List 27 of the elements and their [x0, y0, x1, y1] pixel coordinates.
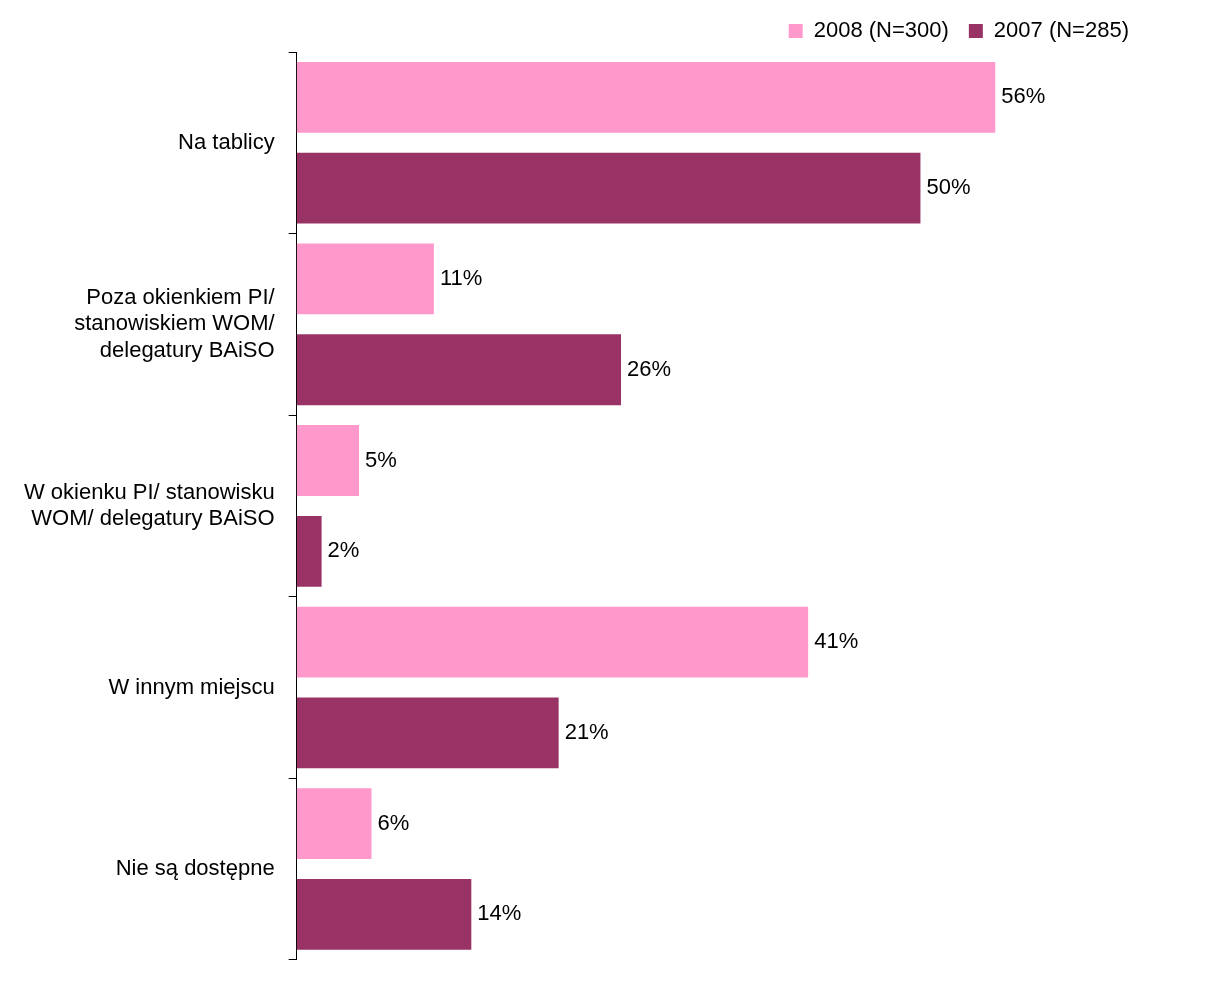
y-tick-label: Na tablicy [178, 128, 275, 154]
y-tick-label: W okienku PI/ stanowisku WOM/ delegatury BAiSO [23, 478, 275, 531]
bar [296, 425, 360, 496]
data-label: 41% [814, 628, 859, 654]
legend-label: 2008 (N=300) [813, 17, 949, 43]
data-label: 6% [377, 809, 410, 835]
bar [296, 697, 559, 769]
bar [296, 879, 472, 950]
y-tick-label: Poza okienkiem PI/ stanowiskiem WOM/ delegatury BAiSO [74, 284, 276, 362]
data-label: 56% [1001, 83, 1046, 109]
bar [296, 606, 809, 678]
bar [296, 788, 372, 860]
data-label: 11% [439, 265, 483, 291]
legend-label: 2007 (N=285) [993, 17, 1130, 43]
bar [296, 515, 322, 587]
data-label: 5% [365, 446, 397, 472]
data-label: 26% [627, 355, 672, 381]
data-label: 2% [327, 537, 360, 563]
bar [296, 61, 996, 133]
bar [296, 334, 622, 406]
bar [296, 152, 921, 224]
data-label: 50% [926, 174, 971, 200]
data-label: 14% [477, 900, 522, 926]
data-label: 21% [564, 718, 609, 744]
y-tick-label: W innym miejscu [108, 673, 275, 699]
y-tick-label: Nie są dostępne [115, 855, 275, 881]
bar [296, 243, 434, 315]
